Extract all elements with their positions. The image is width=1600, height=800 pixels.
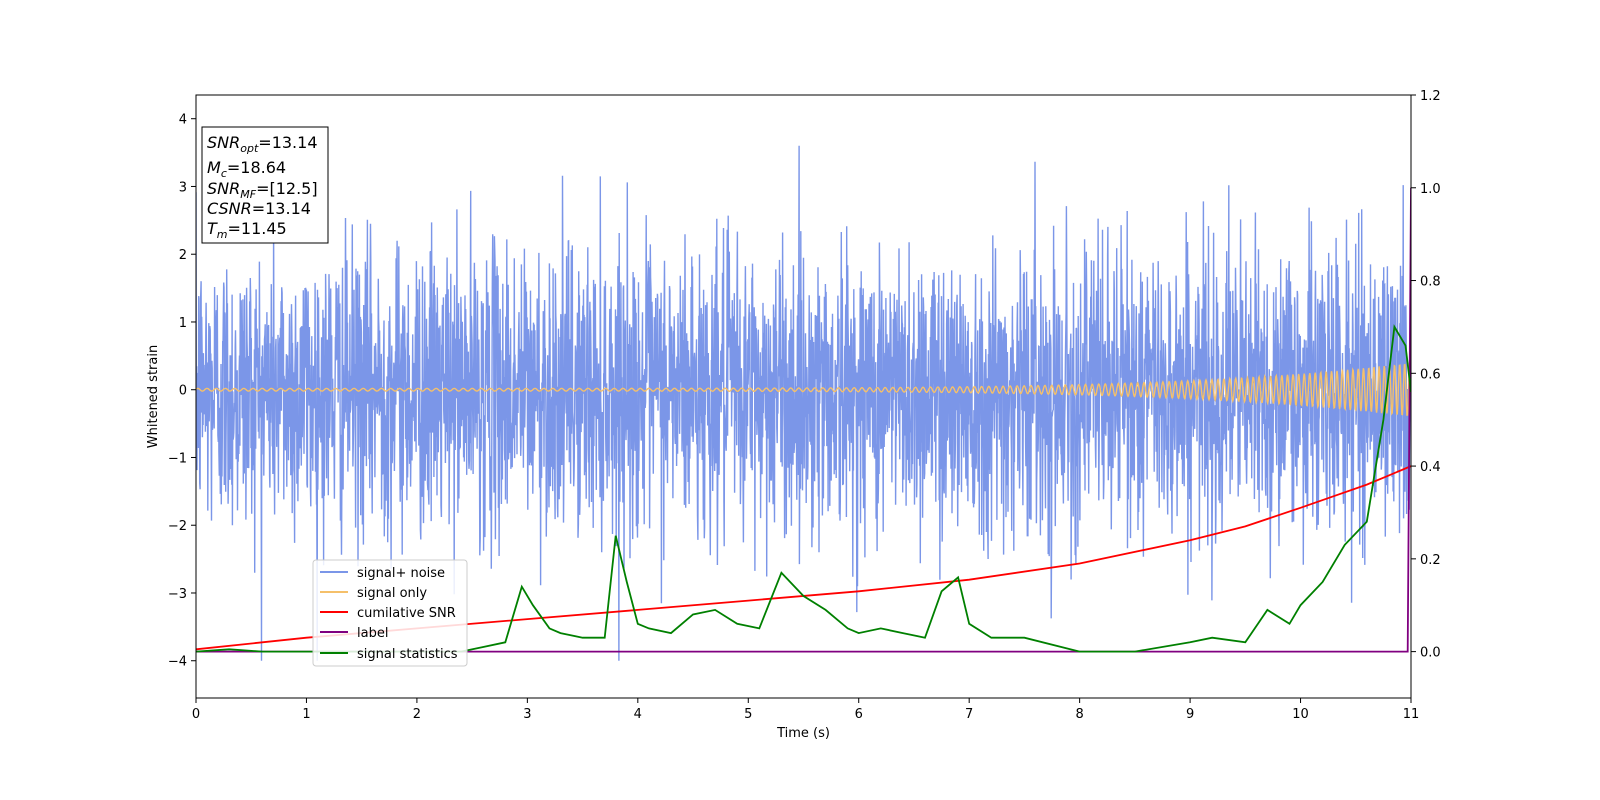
x-tick-label: 4 bbox=[634, 707, 642, 722]
legend-item-cumulative-snr: cumilative SNR bbox=[320, 606, 456, 621]
y-tick-label: −1 bbox=[168, 451, 187, 466]
annotation-line: Tm=11.45 bbox=[207, 219, 287, 241]
x-tick-label: 0 bbox=[192, 707, 200, 722]
y2-tick-label: 0.4 bbox=[1420, 460, 1441, 475]
legend-frame bbox=[312, 559, 468, 667]
x-tick-label: 5 bbox=[744, 707, 752, 722]
x-tick-label: 2 bbox=[413, 707, 421, 722]
plot-frame bbox=[195, 94, 1412, 699]
y-tick-label: 2 bbox=[179, 248, 187, 263]
x-tick-label: 1 bbox=[302, 707, 310, 722]
legend-label: label bbox=[357, 626, 388, 641]
x-axis: 0 1 2 3 4 5 6 7 8 9 10 11 bbox=[192, 698, 1419, 722]
annotation-line: Mc=18.64 bbox=[207, 158, 286, 180]
y-tick-label: 1 bbox=[179, 316, 187, 331]
legend-item-signal-statistics: signal statistics bbox=[320, 647, 458, 662]
y2-tick-label: 1.2 bbox=[1420, 89, 1441, 104]
y-tick-label: 0 bbox=[179, 384, 187, 399]
legend-label: signal only bbox=[357, 586, 427, 601]
series-label-line bbox=[196, 187, 1411, 653]
y2-tick-label: 0.6 bbox=[1420, 367, 1441, 382]
y-axis-label: Whitened strain bbox=[146, 345, 161, 448]
legend-item-signal-noise: signal+ noise bbox=[320, 566, 445, 581]
x-tick-label: 8 bbox=[1075, 707, 1083, 722]
x-tick-label: 7 bbox=[965, 707, 973, 722]
annotation-line: SNRMF=[12.5] bbox=[207, 179, 318, 201]
x-axis-label: Time (s) bbox=[776, 726, 830, 741]
legend-label: signal+ noise bbox=[357, 566, 445, 581]
y2-tick-label: 0.8 bbox=[1420, 275, 1441, 290]
series-signal-only-line bbox=[196, 362, 1411, 416]
plot-area bbox=[196, 145, 1411, 661]
legend-item-signal-only: signal only bbox=[320, 586, 427, 601]
y-tick-label: −3 bbox=[168, 587, 187, 602]
y-tick-label: 4 bbox=[179, 113, 187, 128]
series-cumulative-snr-line bbox=[196, 465, 1411, 651]
annotation-frame bbox=[201, 126, 329, 244]
y-axis-right: 0.0 0.2 0.4 0.6 0.8 1.0 1.2 bbox=[1411, 89, 1441, 661]
series-signal-noise-line bbox=[196, 145, 1411, 661]
x-tick-label: 9 bbox=[1186, 707, 1194, 722]
x-tick-label: 10 bbox=[1292, 707, 1309, 722]
annotation-line: CSNR=13.14 bbox=[207, 199, 311, 218]
legend-label: cumilative SNR bbox=[357, 606, 456, 621]
y2-tick-label: 1.0 bbox=[1420, 182, 1441, 197]
annotation-line: SNRopt=13.14 bbox=[207, 133, 318, 155]
series-signal-statistics-line bbox=[196, 324, 1411, 653]
y2-tick-label: 0.0 bbox=[1420, 646, 1441, 661]
y2-tick-label: 0.2 bbox=[1420, 553, 1441, 568]
x-tick-label: 6 bbox=[855, 707, 863, 722]
legend: signal+ noise signal only cumilative SNR la… bbox=[312, 559, 468, 667]
x-tick-label: 3 bbox=[523, 707, 531, 722]
x-tick-label: 11 bbox=[1403, 707, 1420, 722]
legend-item-label: label bbox=[320, 626, 388, 641]
y-tick-label: 3 bbox=[179, 180, 187, 195]
annotation-box: SNRopt=13.14 Mc=18.64SNRMF=[12.5]CSNR=13.… bbox=[201, 126, 329, 244]
y-axis-left: −4 −3 −2 −1 0 1 2 3 4 bbox=[168, 113, 196, 670]
legend-label: signal statistics bbox=[357, 647, 458, 662]
y-tick-label: −4 bbox=[168, 655, 187, 670]
y-tick-label: −2 bbox=[168, 519, 187, 534]
